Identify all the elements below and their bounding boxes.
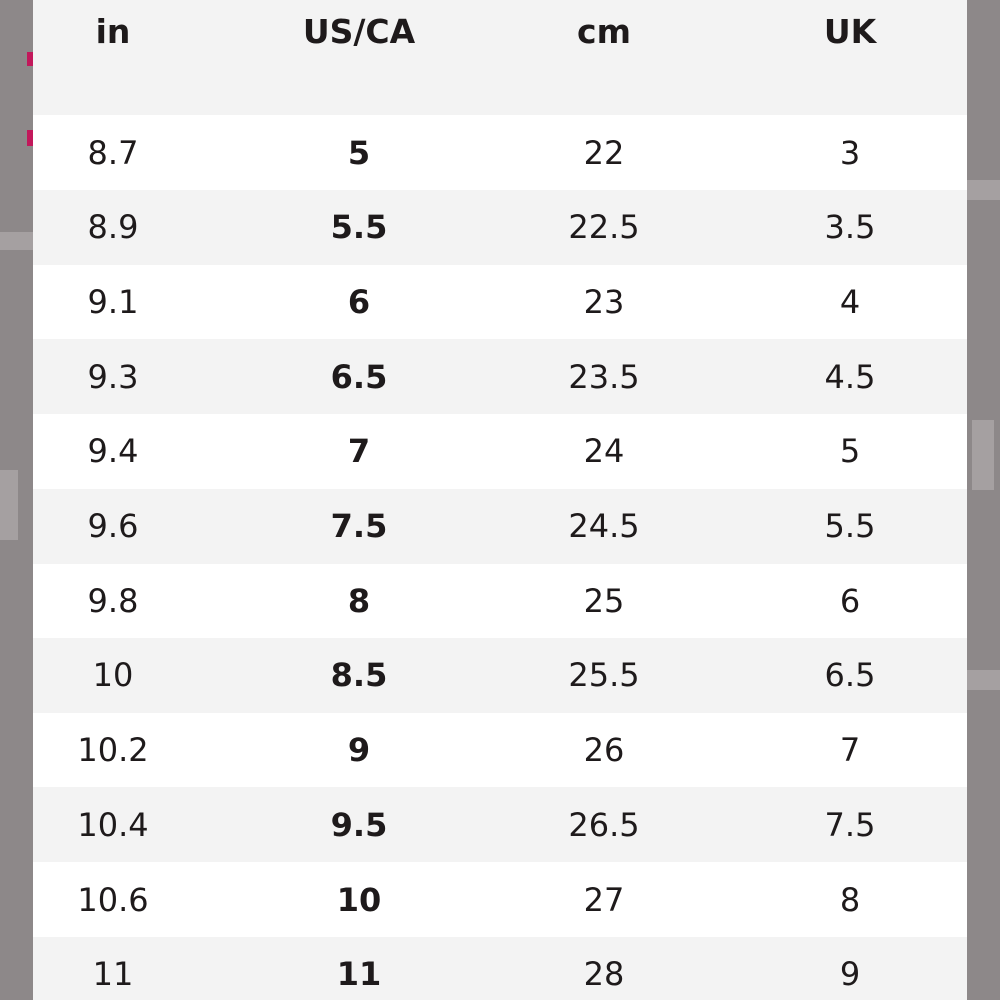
table-cell: 26 <box>583 731 625 770</box>
table-cell: 10.2 <box>77 731 149 770</box>
table-row: 9.1 6 23 4 <box>33 264 967 339</box>
table-cell: 5 <box>839 432 861 471</box>
table-row: 9.4 7 24 5 <box>33 414 967 489</box>
table-cell: 24.5 <box>568 507 640 545</box>
table-row: 8.7 5 22 3 <box>33 115 967 190</box>
table-row: 10.4 9.5 26.5 7.5 <box>33 787 967 863</box>
table-row: 9.3 6.5 23.5 4.5 <box>33 339 967 415</box>
table-cell: 22.5 <box>568 208 640 247</box>
table-cell: 23.5 <box>568 357 640 396</box>
table-cell: 4.5 <box>824 357 876 396</box>
background-accent <box>27 130 33 146</box>
table-cell: 11 <box>92 955 134 994</box>
size-chart-panel: in US/CA cm UK 8.7 5 22 3 8.9 5.5 22.5 3.5 9.1 6 2… <box>33 0 967 1000</box>
table-cell: 9 <box>839 955 861 994</box>
table-cell: 8 <box>347 581 371 620</box>
table-cell: 10 <box>92 656 134 695</box>
table-cell: 5 <box>347 133 371 172</box>
background-shape <box>0 232 33 250</box>
background-shape <box>967 180 1000 200</box>
table-cell: 11 <box>336 955 382 994</box>
table-cell: 24 <box>583 432 625 471</box>
table-cell: 9.3 <box>87 357 139 396</box>
header-cell: cm <box>577 12 631 51</box>
table-cell: 10 <box>336 880 382 919</box>
table-cell: 25 <box>583 581 625 620</box>
table-cell: 26.5 <box>568 805 640 844</box>
table-row: 11 11 28 9 <box>33 936 967 1000</box>
header-cell: UK <box>823 12 877 51</box>
table-row: 9.8 8 25 6 <box>33 563 967 638</box>
table-cell: 7.5 <box>824 805 876 844</box>
table-cell: 9.5 <box>330 805 388 844</box>
table-row: 10.6 10 27 8 <box>33 862 967 937</box>
table-cell: 6 <box>839 581 861 620</box>
table-cell: 28 <box>583 955 625 994</box>
table-row: 9.6 7.5 24.5 5.5 <box>33 488 967 564</box>
table-row: 10.2 9 26 7 <box>33 713 967 788</box>
table-cell: 4 <box>839 282 861 321</box>
table-cell: 6.5 <box>330 357 388 396</box>
background-shape <box>972 420 994 490</box>
table-cell: 9.1 <box>87 282 139 321</box>
table-cell: 27 <box>583 880 625 919</box>
table-cell: 23 <box>583 282 625 321</box>
table-cell: 8 <box>839 880 861 919</box>
header-cell: in <box>95 12 131 51</box>
background-shape <box>967 670 1000 690</box>
table-cell: 25.5 <box>568 656 640 695</box>
table-header: in US/CA cm UK <box>33 0 967 115</box>
table-cell: 8.9 <box>87 208 139 247</box>
table-cell: 9.4 <box>87 432 139 471</box>
table-cell: 9.8 <box>87 581 139 620</box>
table-cell: 22 <box>583 133 625 172</box>
table-cell: 9 <box>347 731 371 770</box>
background-accent <box>27 52 33 66</box>
table-cell: 8.5 <box>330 656 388 695</box>
table-row: 10 8.5 25.5 6.5 <box>33 637 967 713</box>
table-cell: 7 <box>839 731 861 770</box>
table-cell: 9.6 <box>87 507 139 545</box>
table-cell: 7.5 <box>330 507 388 545</box>
table-cell: 8.7 <box>87 133 139 172</box>
table-cell: 6 <box>347 282 371 321</box>
background-shape <box>0 470 18 540</box>
table-cell: 10.4 <box>77 805 149 844</box>
table-cell: 5.5 <box>330 208 388 247</box>
header-cell: US/CA <box>302 12 416 51</box>
table-cell: 3 <box>839 133 861 172</box>
table-cell: 10.6 <box>77 880 149 919</box>
table-cell: 5.5 <box>824 507 876 545</box>
table-cell: 3.5 <box>824 208 876 247</box>
table-cell: 7 <box>347 432 371 471</box>
table-row: 8.9 5.5 22.5 3.5 <box>33 189 967 265</box>
table-cell: 6.5 <box>824 656 876 695</box>
